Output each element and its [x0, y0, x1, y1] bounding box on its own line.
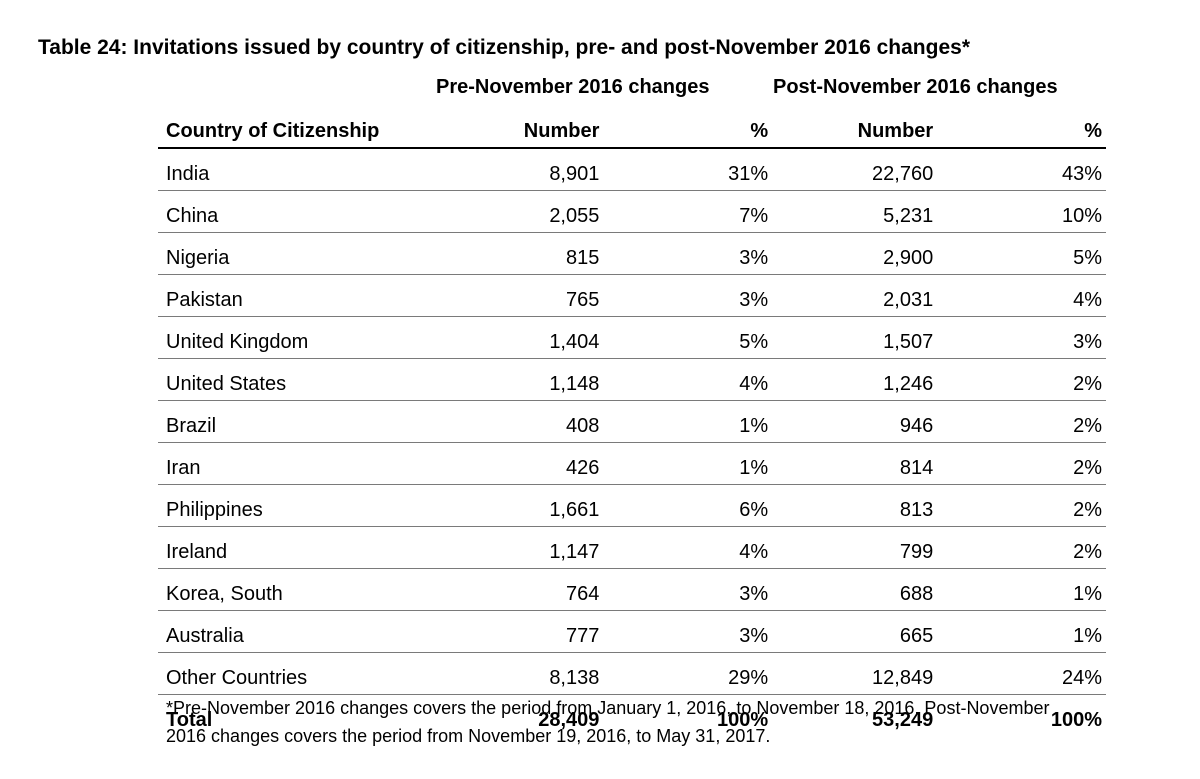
- cell-post-number: 688: [768, 569, 933, 611]
- cell-post-number: 946: [768, 401, 933, 443]
- group-header-post: Post-November 2016 changes: [773, 76, 1058, 99]
- cell-post-number: 2,031: [768, 275, 933, 317]
- cell-pre-number: 1,148: [434, 359, 599, 401]
- cell-post-percent: 5%: [933, 233, 1106, 275]
- cell-post-number: 799: [768, 527, 933, 569]
- cell-pre-percent: 29%: [599, 653, 768, 695]
- cell-pre-percent: 1%: [599, 443, 768, 485]
- cell-post-number: 1,507: [768, 317, 933, 359]
- cell-pre-number: 8,138: [434, 653, 599, 695]
- group-header-pre: Pre-November 2016 changes: [436, 76, 709, 99]
- table-row: Nigeria 815 3% 2,900 5%: [158, 233, 1106, 275]
- cell-pre-percent: 1%: [599, 401, 768, 443]
- cell-country: Philippines: [158, 485, 434, 527]
- cell-post-number: 22,760: [768, 148, 933, 191]
- cell-post-percent: 2%: [933, 485, 1106, 527]
- cell-country: Iran: [158, 443, 434, 485]
- cell-pre-percent: 5%: [599, 317, 768, 359]
- table-row: United Kingdom 1,404 5% 1,507 3%: [158, 317, 1106, 359]
- cell-post-number: 12,849: [768, 653, 933, 695]
- cell-country: India: [158, 148, 434, 191]
- table-title: Table 24: Invitations issued by country …: [38, 36, 970, 60]
- column-header-pre-percent: %: [599, 106, 768, 148]
- cell-pre-number: 408: [434, 401, 599, 443]
- cell-post-percent: 24%: [933, 653, 1106, 695]
- cell-post-percent: 2%: [933, 443, 1106, 485]
- cell-country: Other Countries: [158, 653, 434, 695]
- column-header-country: Country of Citizenship: [158, 106, 434, 148]
- cell-pre-number: 1,661: [434, 485, 599, 527]
- cell-pre-percent: 4%: [599, 359, 768, 401]
- cell-pre-number: 8,901: [434, 148, 599, 191]
- cell-pre-number: 777: [434, 611, 599, 653]
- table-body: India 8,901 31% 22,760 43% China 2,055 7…: [158, 148, 1106, 736]
- cell-post-percent: 1%: [933, 569, 1106, 611]
- footnote: *Pre-November 2016 changes covers the pe…: [166, 694, 1066, 750]
- table-row: Ireland 1,147 4% 799 2%: [158, 527, 1106, 569]
- table-row: Korea, South 764 3% 688 1%: [158, 569, 1106, 611]
- cell-pre-number: 426: [434, 443, 599, 485]
- cell-pre-percent: 4%: [599, 527, 768, 569]
- cell-country: Ireland: [158, 527, 434, 569]
- cell-country: Nigeria: [158, 233, 434, 275]
- cell-post-percent: 1%: [933, 611, 1106, 653]
- cell-pre-number: 765: [434, 275, 599, 317]
- cell-pre-percent: 3%: [599, 275, 768, 317]
- table-row: India 8,901 31% 22,760 43%: [158, 148, 1106, 191]
- cell-pre-percent: 7%: [599, 191, 768, 233]
- table-row: Brazil 408 1% 946 2%: [158, 401, 1106, 443]
- cell-pre-number: 1,147: [434, 527, 599, 569]
- cell-pre-number: 764: [434, 569, 599, 611]
- table-row: China 2,055 7% 5,231 10%: [158, 191, 1106, 233]
- column-header-post-number: Number: [768, 106, 933, 148]
- table-row: Iran 426 1% 814 2%: [158, 443, 1106, 485]
- cell-country: Brazil: [158, 401, 434, 443]
- table-header: Country of Citizenship Number % Number %: [158, 106, 1106, 148]
- cell-post-number: 5,231: [768, 191, 933, 233]
- cell-pre-percent: 6%: [599, 485, 768, 527]
- header-row: Country of Citizenship Number % Number %: [158, 106, 1106, 148]
- cell-post-number: 2,900: [768, 233, 933, 275]
- cell-post-percent: 43%: [933, 148, 1106, 191]
- column-header-pre-number: Number: [434, 106, 599, 148]
- cell-post-percent: 2%: [933, 527, 1106, 569]
- cell-pre-percent: 3%: [599, 233, 768, 275]
- invitations-table: Country of Citizenship Number % Number %…: [158, 106, 1106, 736]
- table-row: Other Countries 8,138 29% 12,849 24%: [158, 653, 1106, 695]
- cell-country: Pakistan: [158, 275, 434, 317]
- cell-country: United Kingdom: [158, 317, 434, 359]
- cell-post-percent: 3%: [933, 317, 1106, 359]
- cell-post-number: 813: [768, 485, 933, 527]
- cell-country: Australia: [158, 611, 434, 653]
- cell-post-number: 814: [768, 443, 933, 485]
- cell-country: United States: [158, 359, 434, 401]
- table-row: Philippines 1,661 6% 813 2%: [158, 485, 1106, 527]
- cell-country: China: [158, 191, 434, 233]
- cell-post-percent: 4%: [933, 275, 1106, 317]
- cell-country: Korea, South: [158, 569, 434, 611]
- cell-pre-number: 2,055: [434, 191, 599, 233]
- table-row: United States 1,148 4% 1,246 2%: [158, 359, 1106, 401]
- cell-pre-percent: 31%: [599, 148, 768, 191]
- column-header-post-percent: %: [933, 106, 1106, 148]
- table-row: Pakistan 765 3% 2,031 4%: [158, 275, 1106, 317]
- cell-pre-percent: 3%: [599, 569, 768, 611]
- cell-pre-number: 1,404: [434, 317, 599, 359]
- cell-post-percent: 2%: [933, 359, 1106, 401]
- table-row: Australia 777 3% 665 1%: [158, 611, 1106, 653]
- cell-pre-number: 815: [434, 233, 599, 275]
- cell-pre-percent: 3%: [599, 611, 768, 653]
- cell-post-percent: 2%: [933, 401, 1106, 443]
- cell-post-number: 1,246: [768, 359, 933, 401]
- cell-post-percent: 10%: [933, 191, 1106, 233]
- cell-post-number: 665: [768, 611, 933, 653]
